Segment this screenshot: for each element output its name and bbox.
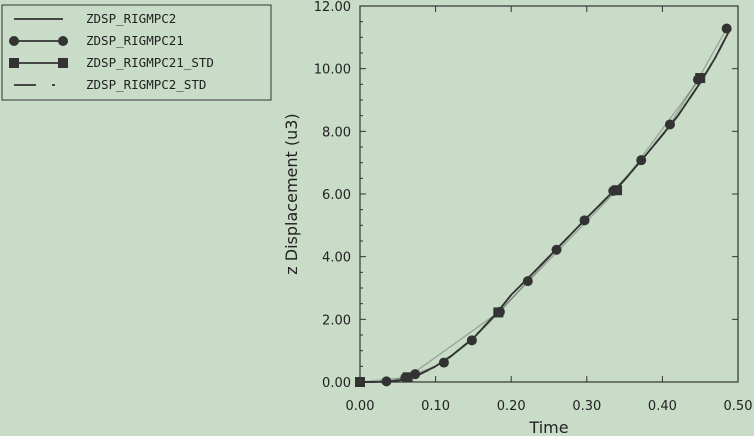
legend-marker: [58, 58, 68, 68]
data-point: [612, 185, 623, 196]
x-tick-label: 0.20: [497, 399, 526, 414]
legend-frame: [1, 4, 272, 101]
y-tick-label: 10.00: [314, 63, 351, 78]
legend-entry: ZDSP_RIGMPC21: [9, 33, 184, 48]
data-point: [410, 369, 421, 380]
legend-entry: ZDSP_RIGMPC2: [14, 11, 176, 26]
series-0: [360, 28, 732, 383]
y-tick-label: 0.00: [322, 376, 351, 391]
legend-label: ZDSP_RIGMPC2: [86, 11, 176, 26]
y-tick-label: 4.00: [322, 251, 351, 266]
legend-label: ZDSP_RIGMPC21_STD: [86, 55, 214, 70]
data-point: [551, 244, 562, 255]
legend-entry: ZDSP_RIGMPC21_STD: [9, 55, 214, 70]
series-layer: [355, 23, 732, 387]
axis-ticks: 0.00 0.10 0.20 0.30 0.40 0.50 0.00 2.00 4.00 6.00…: [314, 0, 753, 414]
legend-marker: [9, 36, 19, 46]
series-line: [359, 77, 701, 383]
data-point: [381, 376, 392, 387]
data-point: [402, 372, 413, 383]
y-tick-label: 6.00: [322, 188, 351, 203]
x-axis-title: Time: [528, 418, 568, 436]
plot-frame: [359, 5, 739, 383]
data-point: [493, 307, 504, 318]
y-tick-label: 2.00: [322, 313, 351, 328]
legend-marker: [9, 58, 19, 68]
x-tick-label: 0.40: [648, 399, 677, 414]
y-tick-label: 12.00: [314, 0, 351, 15]
x-tick-label: 0.30: [572, 399, 601, 414]
y-axis-title: z Displacement (u3): [282, 113, 301, 274]
y-tick-label: 8.00: [322, 125, 351, 140]
legend-label: ZDSP_RIGMPC2_STD: [86, 77, 206, 92]
data-point: [664, 119, 675, 130]
series-line: [360, 28, 732, 383]
legend-label: ZDSP_RIGMPC21: [86, 33, 184, 48]
legend-marker: [58, 36, 68, 46]
series-3: [360, 28, 732, 383]
series-line: [360, 28, 732, 383]
x-tick-label: 0.50: [724, 399, 753, 414]
data-point: [695, 73, 706, 84]
x-tick-label: 0.00: [346, 399, 375, 414]
legend-entry: ZDSP_RIGMPC2_STD: [14, 77, 206, 92]
series-line: [359, 28, 728, 383]
series-2: [355, 73, 706, 387]
data-point: [721, 23, 732, 34]
series-1: [355, 23, 732, 387]
x-tick-label: 0.10: [421, 399, 450, 414]
legend: ZDSP_RIGMPC2 ZDSP_RIGMPC21 ZDSP_RIGMPC21_S…: [1, 4, 272, 101]
data-point: [522, 276, 533, 287]
